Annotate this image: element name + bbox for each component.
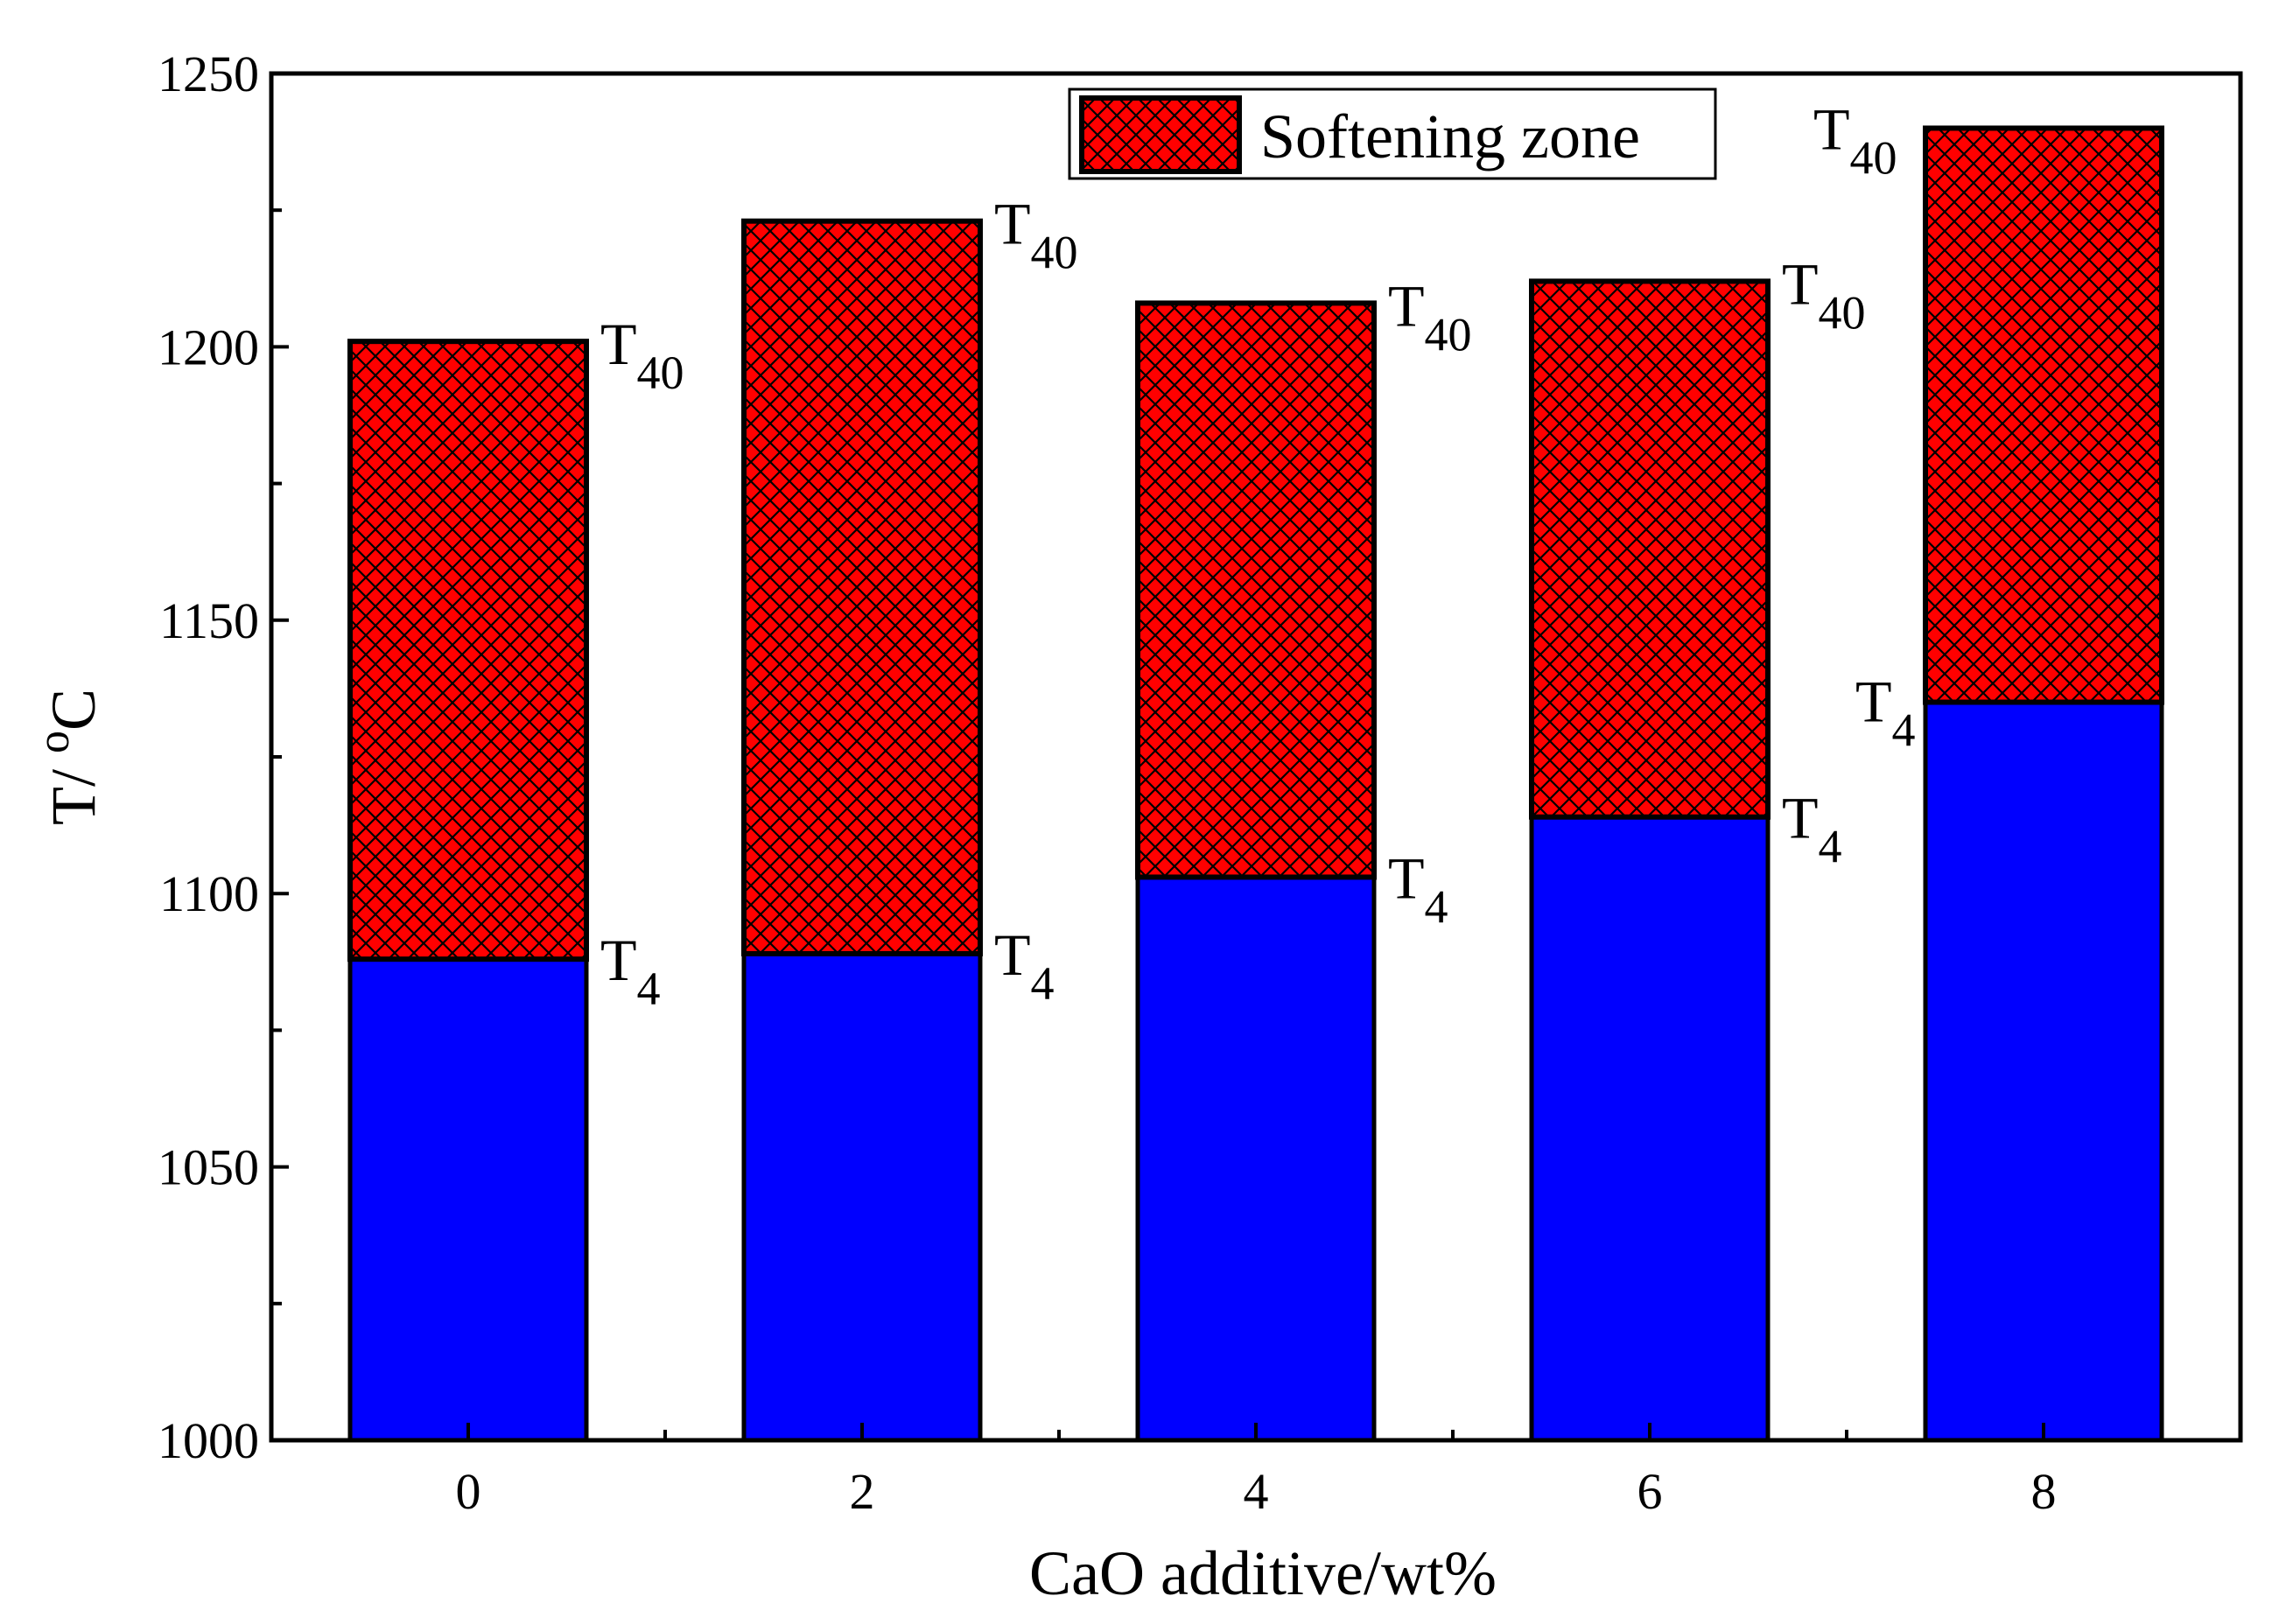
label-t40-sub: 40 [1425, 308, 1472, 360]
label-t40-sub: 40 [637, 346, 684, 399]
bar-softening-6 [1529, 278, 1771, 820]
axis-ticks: 0 2 4 6 8 1000 1050 1100 1150 1200 1250 [158, 46, 2057, 1520]
label-t40-base: T [600, 311, 637, 377]
label-t40-base: T [1388, 272, 1425, 339]
label-t40-base: T [1782, 250, 1819, 317]
y-tick-label-1000: 1000 [158, 1412, 259, 1469]
label-t4-6: T4 [1782, 785, 1842, 873]
bars-group [347, 125, 2164, 1443]
y-tick-label-1200: 1200 [158, 318, 259, 375]
bar-softening-8 [1923, 125, 2164, 705]
x-tick-label-0: 0 [456, 1463, 481, 1520]
y-axis-title: T/ oC [29, 689, 109, 825]
bar-t4-0 [347, 956, 589, 1443]
label-t40-sub: 40 [1819, 286, 1866, 339]
label-t40-sub: 40 [1031, 227, 1078, 279]
x-tick-label-4: 4 [1244, 1463, 1269, 1520]
y-axis-title-main: T/ [39, 753, 109, 825]
label-t4-sub: 4 [1031, 957, 1055, 1010]
label-t4-base: T [600, 927, 637, 993]
label-t40-6: T40 [1782, 250, 1866, 339]
bar-t4-4 [1135, 874, 1377, 1443]
legend-swatch [1079, 95, 1242, 174]
label-t40-base: T [1813, 95, 1850, 162]
label-t40-base: T [994, 191, 1031, 257]
label-t4-sub: 4 [637, 962, 661, 1015]
legend: Softening zone [1068, 88, 1717, 180]
x-tick-label-8: 8 [2031, 1463, 2057, 1520]
label-t4-sub: 4 [1425, 880, 1448, 933]
y-axis-title-unit: C [39, 689, 109, 731]
x-tick-label-6: 6 [1637, 1463, 1663, 1520]
label-t4-base: T [1388, 844, 1425, 911]
label-t4-base: T [1782, 785, 1819, 851]
bar-softening-2 [741, 218, 983, 956]
label-t4-4: T4 [1388, 844, 1448, 933]
label-t40-4: T40 [1388, 272, 1472, 360]
y-tick-label-1250: 1250 [158, 46, 259, 102]
label-t4-sub: 4 [1819, 821, 1842, 873]
label-t40-sub: 40 [1850, 131, 1897, 184]
legend-label: Softening zone [1260, 102, 1640, 172]
bar-t4-6 [1529, 815, 1771, 1443]
label-t4-8: T4 [1855, 668, 1916, 757]
label-t4-base: T [994, 921, 1031, 988]
y-tick-label-1150: 1150 [159, 592, 259, 649]
label-t4-sub: 4 [1892, 704, 1916, 757]
y-tick-label-1100: 1100 [159, 865, 259, 922]
bar-t4-2 [741, 951, 983, 1443]
y-axis-title-degree: o [29, 731, 79, 753]
x-axis-title: CaO additive/wt% [1029, 1538, 1497, 1608]
label-t40-2: T40 [994, 191, 1078, 279]
label-t40-8: T40 [1813, 95, 1897, 184]
bar-softening-4 [1135, 300, 1377, 880]
label-t40-0: T40 [600, 311, 684, 399]
bar-softening-0 [347, 339, 589, 962]
x-tick-label-2: 2 [850, 1463, 875, 1520]
label-t4-2: T4 [994, 921, 1055, 1010]
bar-t4-8 [1923, 700, 2164, 1443]
y-tick-label-1050: 1050 [158, 1139, 259, 1196]
label-t4-0: T4 [600, 927, 661, 1015]
label-t4-base: T [1855, 668, 1892, 735]
